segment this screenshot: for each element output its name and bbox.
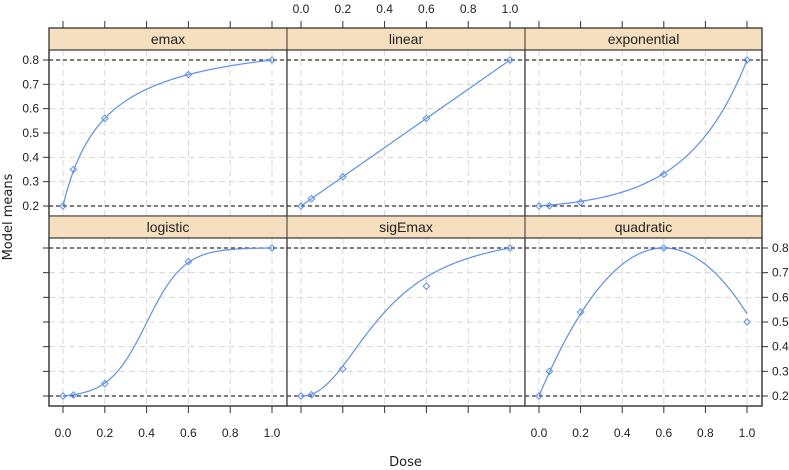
y-tick-label-right: 0.4 — [772, 340, 789, 354]
data-point — [69, 165, 78, 174]
data-point — [307, 194, 316, 203]
data-point — [59, 202, 67, 210]
data-point — [659, 170, 668, 179]
y-tick-label-left: 0.3 — [22, 175, 39, 189]
data-point — [576, 308, 585, 317]
y-tick-label-left: 0.4 — [22, 150, 39, 164]
panel-title: emax — [151, 31, 185, 47]
data-point — [338, 364, 347, 373]
data-point — [743, 56, 751, 64]
y-axis-title: Model means — [1, 173, 16, 260]
x-tick-label-top: 0.6 — [418, 2, 435, 16]
y-tick-label-right: 0.2 — [772, 389, 789, 403]
data-point — [422, 282, 431, 291]
panel-sigEmax: sigEmax — [286, 215, 526, 407]
data-point — [535, 392, 543, 400]
model-curve-emax — [62, 59, 273, 207]
panel-quadratic: quadratic — [524, 215, 763, 407]
y-tick-label-left: 0.6 — [22, 102, 39, 116]
data-point — [576, 198, 585, 207]
x-tick-label-bottom: 0.0 — [55, 426, 72, 440]
x-tick-label-bottom: 0.6 — [655, 426, 672, 440]
y-tick-label-right: 0.8 — [772, 241, 789, 255]
x-tick-label-bottom: 0.4 — [614, 426, 631, 440]
data-point — [506, 56, 514, 64]
x-tick-label-top: 0.8 — [460, 2, 477, 16]
x-tick-label-bottom: 1.0 — [264, 426, 281, 440]
data-point — [100, 114, 109, 123]
data-point — [535, 202, 543, 210]
data-point — [297, 392, 305, 400]
model-curve-quadratic — [538, 247, 748, 397]
x-tick-label-bottom: 0.8 — [697, 426, 714, 440]
data-point — [268, 56, 276, 64]
panel-exponential: exponential — [524, 27, 763, 217]
x-tick-label-bottom: 1.0 — [739, 426, 756, 440]
axes: 0.0 0.2 0.4 0.6 0.8 1.0 0.0 0.2 0.4 0.6 0.8 1.0 0.0 0… — [22, 2, 789, 440]
panel-title: logistic — [147, 219, 190, 235]
data-point — [69, 391, 78, 399]
data-point — [545, 367, 554, 376]
model-curve-linear — [300, 59, 511, 207]
panel-title: quadratic — [615, 219, 673, 235]
data-point — [184, 70, 193, 79]
model-curve-logistic — [62, 247, 273, 397]
x-axis-title: Dose — [389, 455, 422, 470]
x-tick-label-bottom: 0.2 — [96, 426, 113, 440]
panel-title: exponential — [608, 31, 680, 47]
x-tick-label-top: 0.4 — [376, 2, 393, 16]
y-tick-label-right: 0.3 — [772, 364, 789, 378]
x-tick-label-bottom: 0.4 — [138, 426, 155, 440]
data-point — [506, 244, 514, 252]
data-point — [100, 379, 109, 388]
data-point — [659, 244, 668, 252]
x-tick-label-top: 0.2 — [334, 2, 351, 16]
panel-linear: linear — [286, 27, 526, 217]
model-curve-sigEmax — [300, 247, 511, 397]
model-curve-exponential — [538, 59, 748, 207]
x-tick-label-bottom: 0.0 — [531, 426, 548, 440]
y-tick-label-right: 0.7 — [772, 266, 789, 280]
x-tick-label-bottom: 0.6 — [180, 426, 197, 440]
panel-emax: emax — [48, 27, 288, 217]
panel-title: linear — [389, 31, 424, 47]
data-point — [307, 390, 316, 399]
x-tick-label-bottom: 0.2 — [572, 426, 589, 440]
panel-logistic: logistic — [48, 215, 288, 407]
y-tick-label-left: 0.2 — [22, 199, 39, 213]
data-point — [184, 257, 193, 266]
panel-title: sigEmax — [379, 219, 433, 235]
x-tick-label-top: 0.0 — [293, 2, 310, 16]
data-point — [338, 172, 347, 181]
data-point — [268, 244, 276, 252]
y-tick-label-right: 0.5 — [772, 315, 789, 329]
x-tick-label-bottom: 0.8 — [222, 426, 239, 440]
data-point — [545, 201, 554, 210]
y-tick-label-left: 0.8 — [22, 53, 39, 67]
data-point — [59, 392, 67, 400]
y-tick-label-left: 0.7 — [22, 77, 39, 91]
data-point — [743, 318, 751, 326]
y-tick-label-right: 0.6 — [772, 290, 789, 304]
data-point — [297, 202, 305, 210]
x-tick-label-top: 1.0 — [502, 2, 519, 16]
y-tick-label-left: 0.5 — [22, 126, 39, 140]
data-point — [422, 114, 431, 123]
